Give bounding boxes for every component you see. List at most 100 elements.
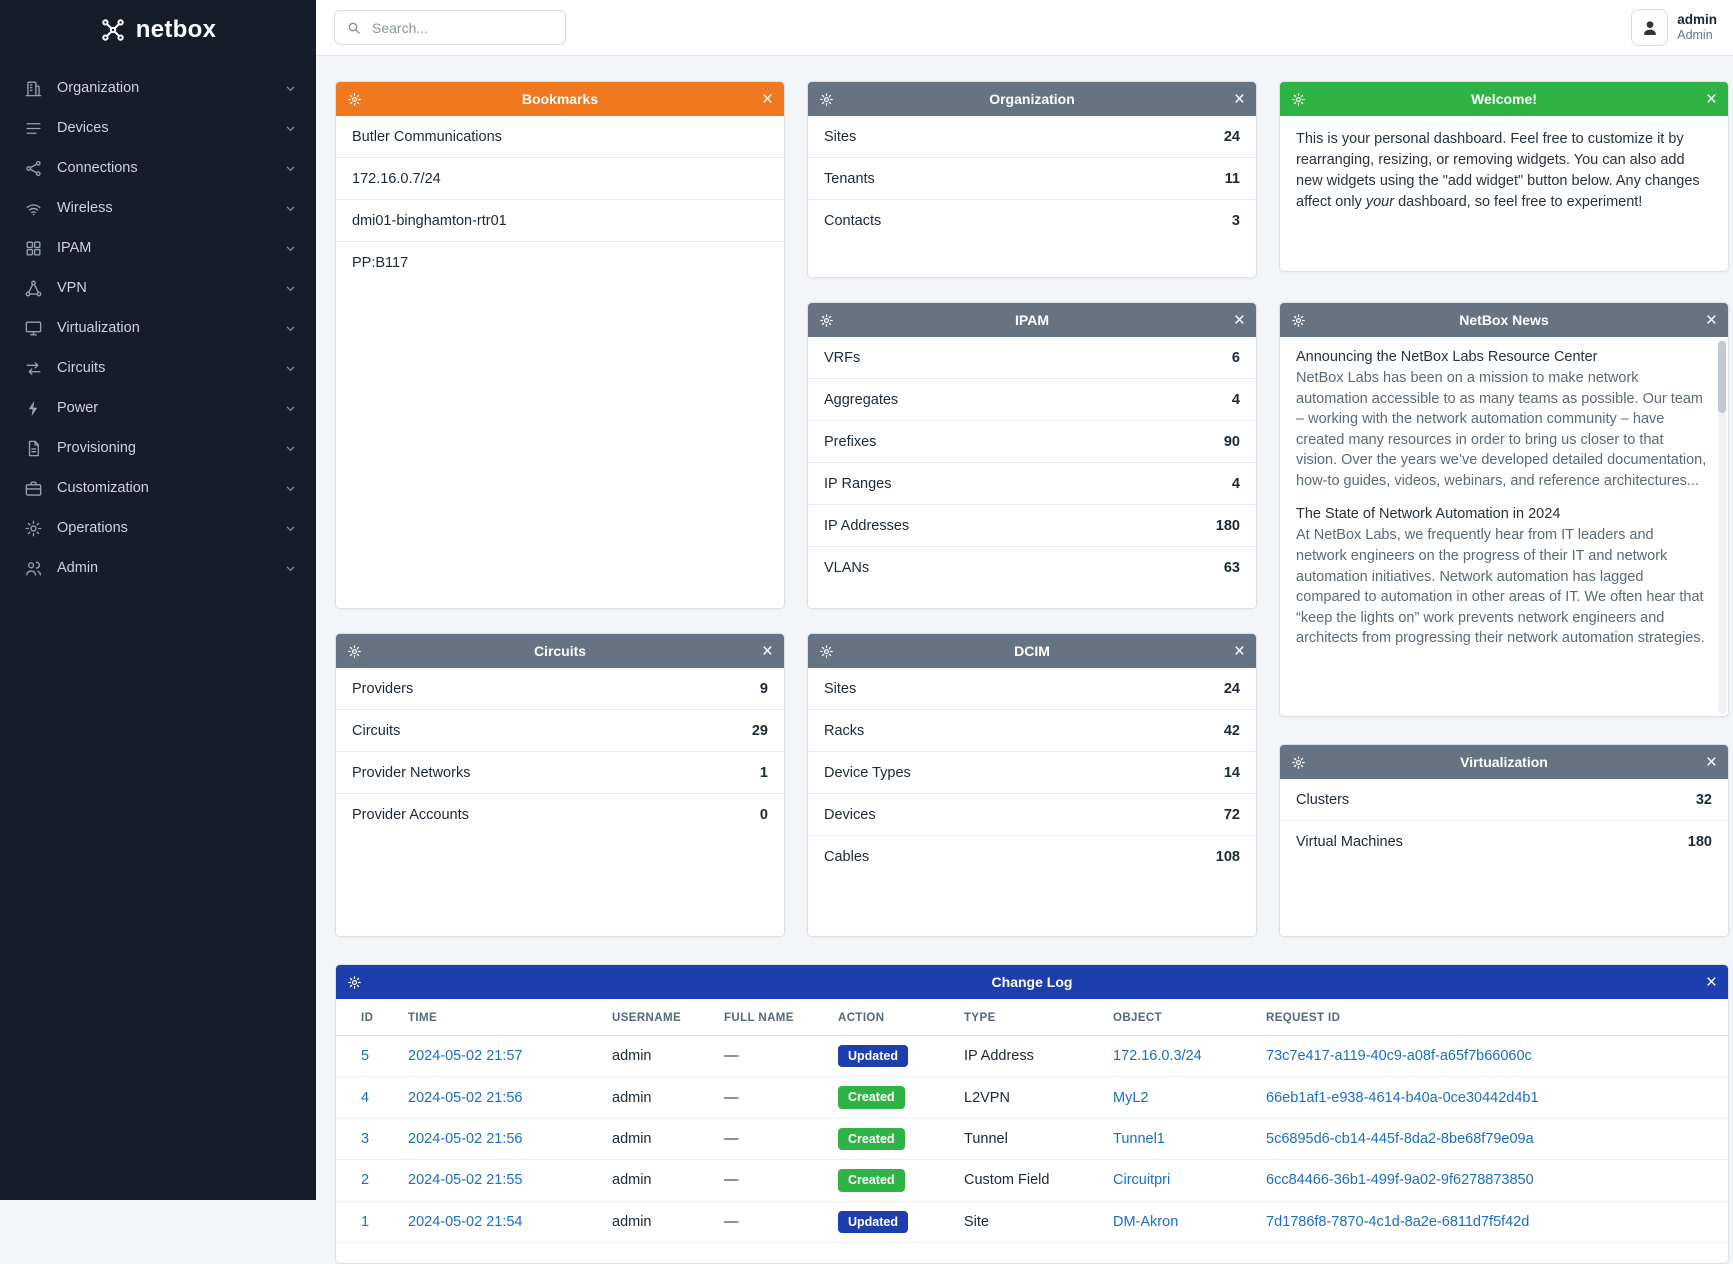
changelog-request-link[interactable]: 6cc84466-36b1-499f-9a02-9f6278873850	[1266, 1172, 1534, 1189]
stat-row-vrfs[interactable]: VRFs 6	[808, 337, 1256, 379]
sidebar-item-ipam[interactable]: IPAM	[0, 228, 316, 268]
changelog-time-link[interactable]: 2024-05-02 21:55	[408, 1172, 523, 1189]
sidebar-item-power[interactable]: Power	[0, 388, 316, 428]
scrollbar-track[interactable]	[1718, 339, 1726, 714]
changelog-time-link[interactable]: 2024-05-02 21:57	[408, 1048, 523, 1065]
stat-row-racks[interactable]: Racks 42	[808, 710, 1256, 752]
widget-header[interactable]: Bookmarks ×	[336, 82, 784, 116]
changelog-object-link[interactable]: 172.16.0.3/24	[1113, 1048, 1202, 1065]
stat-row-devices[interactable]: Devices 72	[808, 794, 1256, 836]
changelog-request-link[interactable]: 7d1786f8-7870-4c1d-8a2e-6811d7f5f42d	[1266, 1213, 1530, 1230]
changelog-id-link[interactable]: 2	[361, 1172, 370, 1189]
stat-row-sites[interactable]: Sites 24	[808, 116, 1256, 158]
news-list[interactable]: Announcing the NetBox Labs Resource Cent…	[1280, 337, 1728, 716]
stat-row-provider-accounts[interactable]: Provider Accounts 0	[336, 794, 784, 835]
stat-row-circuits[interactable]: Circuits 29	[336, 710, 784, 752]
close-icon[interactable]: ×	[761, 640, 773, 662]
changelog-request-link[interactable]: 66eb1af1-e938-4614-b40a-0ce30442d4b1	[1266, 1089, 1539, 1106]
gear-icon[interactable]	[819, 644, 834, 659]
chevron-down-icon	[283, 81, 298, 96]
sidebar-item-provisioning[interactable]: Provisioning	[0, 428, 316, 468]
sidebar-item-customization[interactable]: Customization	[0, 468, 316, 508]
gear-icon[interactable]	[1291, 755, 1306, 770]
sidebar-item-wireless[interactable]: Wireless	[0, 188, 316, 228]
sidebar-item-connections[interactable]: Connections	[0, 148, 316, 188]
changelog-object-link[interactable]: Tunnel1	[1113, 1130, 1165, 1147]
virtualization-stats: Clusters 32 Virtual Machines 180	[1280, 779, 1728, 862]
news-article-title[interactable]: Announcing the NetBox Labs Resource Cent…	[1296, 349, 1598, 365]
changelog-time-link[interactable]: 2024-05-02 21:56	[408, 1130, 523, 1147]
sidebar-item-circuits[interactable]: Circuits	[0, 348, 316, 388]
close-icon[interactable]: ×	[761, 88, 773, 110]
search-input[interactable]	[370, 18, 565, 37]
widget-header[interactable]: NetBox News ×	[1280, 303, 1728, 337]
bookmark-item[interactable]: 172.16.0.7/24	[336, 158, 784, 200]
news-article-title[interactable]: The State of Network Automation in 2024	[1296, 506, 1561, 523]
netbox-logo[interactable]: netbox	[0, 0, 316, 60]
stat-row-ip-ranges[interactable]: IP Ranges 4	[808, 463, 1256, 505]
sidebar-item-virtualization[interactable]: Virtualization	[0, 308, 316, 348]
gear-icon[interactable]	[1291, 313, 1306, 328]
gear-icon[interactable]	[347, 975, 362, 990]
gear-icon[interactable]	[819, 313, 834, 328]
changelog-id-link[interactable]: 3	[361, 1130, 370, 1147]
sidebar-item-organization[interactable]: Organization	[0, 68, 316, 108]
stat-row-clusters[interactable]: Clusters 32	[1280, 779, 1728, 821]
close-icon[interactable]: ×	[1705, 88, 1717, 110]
gear-icon[interactable]	[819, 92, 834, 107]
bookmark-item[interactable]: PP:B117	[352, 254, 409, 271]
gear-icon[interactable]	[347, 92, 362, 107]
widget-header[interactable]: Virtualization ×	[1280, 745, 1728, 779]
stat-row-cables[interactable]: Cables 108	[808, 836, 1256, 877]
user-name: admin	[1677, 11, 1717, 27]
stat-label: Provider Accounts	[352, 806, 469, 823]
changelog-id-link[interactable]: 4	[361, 1089, 370, 1106]
close-icon[interactable]: ×	[1705, 751, 1717, 773]
close-icon[interactable]: ×	[1705, 309, 1717, 331]
search-box	[334, 10, 566, 45]
widget-header[interactable]: Welcome! ×	[1280, 82, 1728, 116]
stat-row-tenants[interactable]: Tenants 11	[808, 158, 1256, 200]
stat-row-prefixes[interactable]: Prefixes 90	[808, 421, 1256, 463]
changelog-id-link[interactable]: 5	[361, 1048, 370, 1065]
stat-row-providers[interactable]: Providers 9	[336, 668, 784, 710]
organization-stats: Sites 24 Tenants 11 Contacts 3	[808, 116, 1256, 241]
stat-row-ip-addresses[interactable]: IP Addresses 180	[808, 505, 1256, 547]
sidebar-item-devices[interactable]: Devices	[0, 108, 316, 148]
sidebar-item-admin[interactable]: Admin	[0, 548, 316, 588]
user-icon[interactable]	[1631, 9, 1669, 46]
changelog-object-link[interactable]: DM-Akron	[1113, 1213, 1179, 1230]
changelog-request-link[interactable]: 5c6895d6-cb14-445f-8da2-8be68f79e09a	[1266, 1130, 1534, 1147]
changelog-time-link[interactable]: 2024-05-02 21:56	[408, 1089, 523, 1106]
widget-header[interactable]: IPAM ×	[808, 303, 1256, 337]
changelog-id-link[interactable]: 1	[361, 1213, 370, 1230]
widget-header[interactable]: DCIM ×	[808, 634, 1256, 668]
stat-row-contacts[interactable]: Contacts 3	[808, 200, 1256, 241]
close-icon[interactable]: ×	[1233, 640, 1245, 662]
scrollbar-thumb[interactable]	[1718, 341, 1726, 413]
changelog-object-link[interactable]: MyL2	[1113, 1089, 1149, 1106]
close-icon[interactable]: ×	[1233, 309, 1245, 331]
stat-row-aggregates[interactable]: Aggregates 4	[808, 379, 1256, 421]
widget-header[interactable]: Change Log ×	[336, 965, 1728, 999]
stat-row-device-types[interactable]: Device Types 14	[808, 752, 1256, 794]
widget-header[interactable]: Circuits ×	[336, 634, 784, 668]
stat-row-vlans[interactable]: VLANs 63	[808, 547, 1256, 588]
close-icon[interactable]: ×	[1705, 971, 1717, 993]
bookmark-item[interactable]: Butler Communications	[336, 116, 784, 158]
changelog-request-link[interactable]: 73c7e417-a119-40c9-a08f-a65f7b66060c	[1266, 1048, 1532, 1065]
stat-row-virtual-machines[interactable]: Virtual Machines 180	[1280, 821, 1728, 862]
user-menu[interactable]: admin Admin	[1631, 9, 1717, 46]
sidebar-item-operations[interactable]: Operations	[0, 508, 316, 548]
stat-row-provider-networks[interactable]: Provider Networks 1	[336, 752, 784, 794]
close-icon[interactable]: ×	[1233, 88, 1245, 110]
widget-header[interactable]: Organization ×	[808, 82, 1256, 116]
changelog-time-link[interactable]: 2024-05-02 21:54	[408, 1213, 523, 1230]
gear-icon[interactable]	[347, 644, 362, 659]
gear-icon[interactable]	[1291, 92, 1306, 107]
sidebar-item-vpn[interactable]: VPN	[0, 268, 316, 308]
bookmark-item[interactable]: dmi01-binghamton-rtr01	[336, 200, 784, 242]
changelog-object-link[interactable]: Circuitpri	[1113, 1172, 1171, 1189]
stat-row-sites[interactable]: Sites 24	[808, 668, 1256, 710]
welcome-text: This is your personal dashboard. Feel fr…	[1280, 116, 1728, 214]
